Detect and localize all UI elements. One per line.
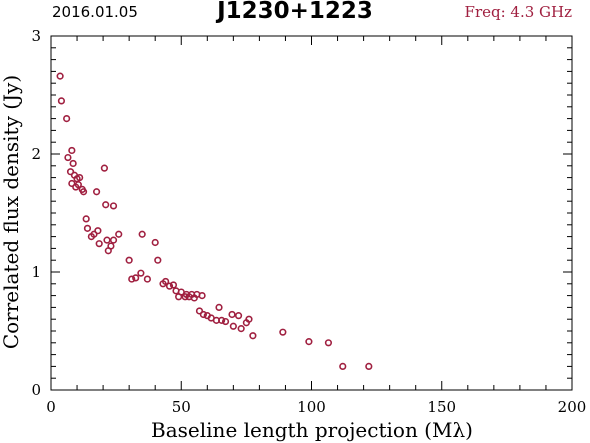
y-tick-label: 1	[31, 263, 41, 281]
y-tick-label: 2	[31, 145, 41, 163]
data-point	[151, 238, 159, 247]
data-point	[215, 303, 223, 312]
data-points	[56, 72, 373, 371]
observation-date: 2016.01.05	[52, 3, 138, 21]
data-point	[199, 310, 207, 319]
data-point	[249, 332, 257, 340]
data-point	[229, 322, 237, 330]
data-point	[305, 338, 313, 346]
data-point	[102, 201, 110, 209]
data-point	[245, 315, 253, 323]
x-tick-label: 150	[427, 398, 456, 416]
data-point	[198, 292, 206, 300]
data-point	[57, 97, 66, 105]
data-point	[137, 269, 145, 277]
data-point	[56, 72, 64, 80]
data-point	[132, 274, 140, 282]
data-point	[143, 275, 151, 283]
data-point	[69, 159, 77, 168]
x-tick-label: 200	[558, 398, 587, 416]
data-point	[79, 188, 88, 196]
data-point	[94, 227, 102, 235]
data-point	[95, 240, 103, 248]
data-point	[63, 114, 71, 123]
x-tick-label: 0	[46, 398, 56, 416]
data-point	[339, 362, 347, 371]
data-point	[109, 236, 118, 244]
data-point	[162, 277, 170, 286]
data-point	[169, 281, 178, 289]
data-point	[64, 153, 72, 162]
x-tick-label: 100	[297, 398, 326, 416]
x-axis-label: Baseline length projection (Mλ)	[151, 418, 473, 442]
source-title: J1230+1223	[217, 0, 373, 24]
data-point	[107, 242, 115, 250]
data-point	[82, 215, 90, 223]
data-point	[115, 230, 123, 238]
data-point	[365, 362, 373, 371]
data-point	[83, 224, 92, 232]
data-point	[90, 230, 98, 238]
y-tick-label: 0	[31, 381, 41, 399]
axis-ticks: 0 50 100 150 200 0 1 2 3	[31, 27, 586, 416]
data-point	[138, 230, 146, 238]
data-point	[195, 307, 204, 315]
data-point	[228, 310, 236, 319]
frequency-label: Freq: 4.3 GHz	[464, 3, 572, 21]
data-point	[66, 168, 75, 176]
axes-frame	[50, 35, 573, 391]
data-point	[154, 256, 162, 264]
data-point	[103, 236, 111, 244]
data-point	[221, 317, 230, 326]
plot-border	[50, 35, 573, 391]
data-point	[68, 179, 76, 188]
data-point	[128, 275, 136, 283]
data-point	[74, 181, 82, 189]
data-point	[234, 312, 243, 320]
data-point	[68, 146, 76, 155]
data-point	[100, 164, 109, 172]
data-point	[92, 188, 101, 196]
data-point	[125, 256, 133, 264]
y-tick-label: 3	[31, 27, 41, 45]
data-point	[109, 202, 118, 210]
data-point	[218, 316, 226, 324]
data-point	[76, 174, 84, 182]
data-point	[279, 328, 287, 336]
y-axis-label: Correlated flux density (Jy)	[0, 75, 23, 349]
data-point	[237, 325, 245, 333]
x-tick-label: 50	[172, 398, 191, 416]
data-point	[324, 339, 333, 347]
data-point	[165, 282, 174, 290]
